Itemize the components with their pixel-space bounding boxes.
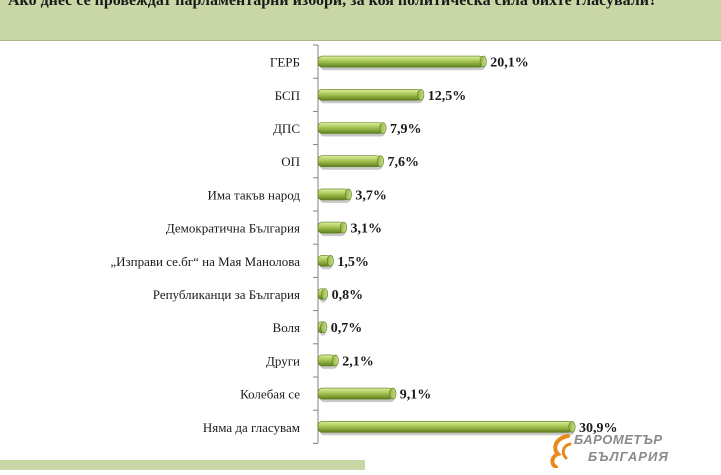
bar-cap [326, 255, 334, 267]
value-label: 0,7% [331, 321, 363, 336]
bar [317, 288, 329, 303]
bar-cap [417, 88, 425, 101]
bar-cap [389, 387, 397, 400]
category-label: „Изправи се.бг“ на Мая Манолова [110, 254, 300, 269]
bar [317, 88, 425, 104]
value-label: 2,1% [342, 354, 374, 369]
value-label: 30,9% [579, 421, 618, 436]
category-label: БСП [275, 88, 300, 103]
bar-body [317, 387, 394, 400]
bar-cap [376, 155, 384, 167]
chart-header: Ако днес се провеждат парламентарни избо… [0, 0, 721, 41]
bar [317, 255, 334, 270]
bar-cap [479, 55, 487, 68]
category-label: Колебая се [240, 387, 300, 402]
bar-body [317, 155, 381, 167]
value-label: 0,8% [332, 288, 364, 303]
bar-body [317, 221, 344, 234]
value-labels: 20,1% 12,5% 7,9% 7,6% 3,7% 3,1% 1,5% 0,8% 0,7% 2,… [331, 56, 618, 436]
bar-body [317, 88, 422, 101]
chart-area: ГЕРБ БСП ДПС ОП Има такъв народ Демократична … [0, 41, 721, 470]
bar-body [317, 188, 349, 201]
category-label: Има такъв народ [207, 187, 300, 202]
value-label: 7,6% [387, 155, 419, 170]
category-label: ОП [281, 154, 300, 169]
value-label: 20,1% [490, 56, 528, 71]
bar-chart: ГЕРБ БСП ДПС ОП Има такъв народ Демократична … [110, 44, 618, 444]
bar [317, 354, 339, 369]
bar [317, 55, 487, 71]
axis-ticks [313, 44, 318, 444]
category-labels: ГЕРБ БСП ДПС ОП Има такъв народ Демократична … [110, 55, 300, 435]
logo-mark-icon [550, 434, 572, 468]
logo-line-2: БЪЛГАРИЯ [588, 449, 669, 464]
bar-cap [379, 122, 387, 134]
chart-title: Ако днес се провеждат парламентарни избо… [8, 0, 657, 9]
value-label: 3,1% [350, 222, 382, 237]
bar-body [317, 122, 384, 134]
category-label: Воля [273, 320, 300, 335]
category-label: ДПС [273, 121, 300, 136]
category-label: Други [266, 353, 300, 368]
bar-cap [344, 188, 352, 201]
category-label: Демократична България [166, 221, 300, 236]
value-label: 7,9% [390, 122, 422, 137]
bar-cap [568, 420, 576, 433]
bar-cap [320, 321, 328, 334]
bar-cap [321, 288, 329, 300]
value-label: 12,5% [428, 89, 467, 104]
value-label: 1,5% [337, 255, 369, 270]
barometar-logo: БАРОМЕТЪР БЪЛГАРИЯ [548, 430, 720, 470]
category-label: Няма да гласувам [203, 420, 300, 435]
bar [317, 221, 347, 237]
bar [317, 155, 384, 170]
bar [317, 321, 328, 336]
value-label: 3,7% [355, 188, 387, 203]
bar [317, 122, 387, 137]
bar-series [317, 55, 576, 436]
bar-cap [331, 354, 339, 367]
bar-cap [339, 221, 347, 234]
footer-panel [0, 460, 365, 470]
bar [317, 387, 397, 403]
category-label: ГЕРБ [270, 55, 300, 70]
bar [317, 188, 352, 203]
category-label: Републиканци за България [153, 287, 300, 302]
logo-line-1: БАРОМЕТЪР [574, 432, 663, 447]
value-label: 9,1% [400, 388, 432, 403]
bar [317, 420, 576, 436]
bar-body [317, 55, 484, 68]
bar-body [317, 420, 573, 433]
